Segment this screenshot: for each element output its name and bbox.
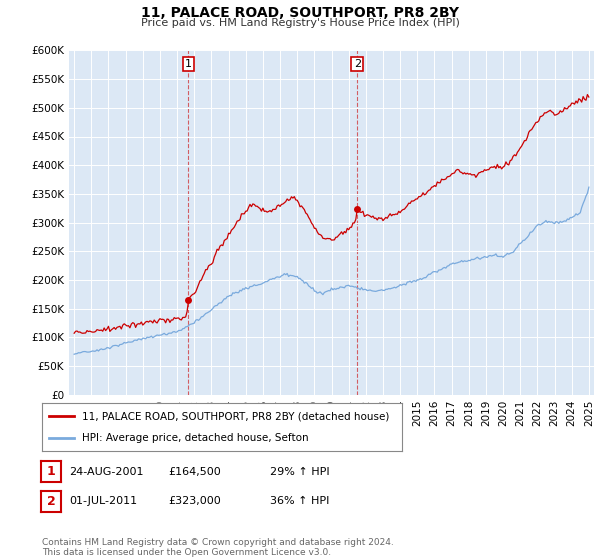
Text: HPI: Average price, detached house, Sefton: HPI: Average price, detached house, Seft…	[82, 433, 308, 443]
Text: 2: 2	[47, 494, 55, 508]
Text: 29% ↑ HPI: 29% ↑ HPI	[270, 466, 329, 477]
Text: 11, PALACE ROAD, SOUTHPORT, PR8 2BY (detached house): 11, PALACE ROAD, SOUTHPORT, PR8 2BY (det…	[82, 411, 389, 421]
Text: Contains HM Land Registry data © Crown copyright and database right 2024.
This d: Contains HM Land Registry data © Crown c…	[42, 538, 394, 557]
Text: 36% ↑ HPI: 36% ↑ HPI	[270, 496, 329, 506]
Text: 24-AUG-2001: 24-AUG-2001	[69, 466, 143, 477]
Text: 11, PALACE ROAD, SOUTHPORT, PR8 2BY: 11, PALACE ROAD, SOUTHPORT, PR8 2BY	[141, 6, 459, 20]
Text: 1: 1	[185, 59, 192, 69]
Text: £323,000: £323,000	[168, 496, 221, 506]
Text: 2: 2	[353, 59, 361, 69]
Text: 01-JUL-2011: 01-JUL-2011	[69, 496, 137, 506]
Text: £164,500: £164,500	[168, 466, 221, 477]
Text: 1: 1	[47, 465, 55, 478]
Text: Price paid vs. HM Land Registry's House Price Index (HPI): Price paid vs. HM Land Registry's House …	[140, 18, 460, 28]
